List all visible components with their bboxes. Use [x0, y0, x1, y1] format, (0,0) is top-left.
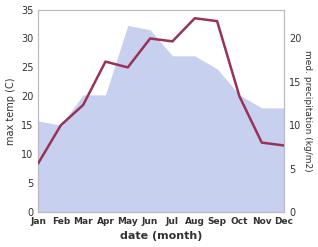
X-axis label: date (month): date (month): [120, 231, 203, 242]
Y-axis label: max temp (C): max temp (C): [5, 77, 16, 144]
Y-axis label: med. precipitation (kg/m2): med. precipitation (kg/m2): [303, 50, 313, 172]
